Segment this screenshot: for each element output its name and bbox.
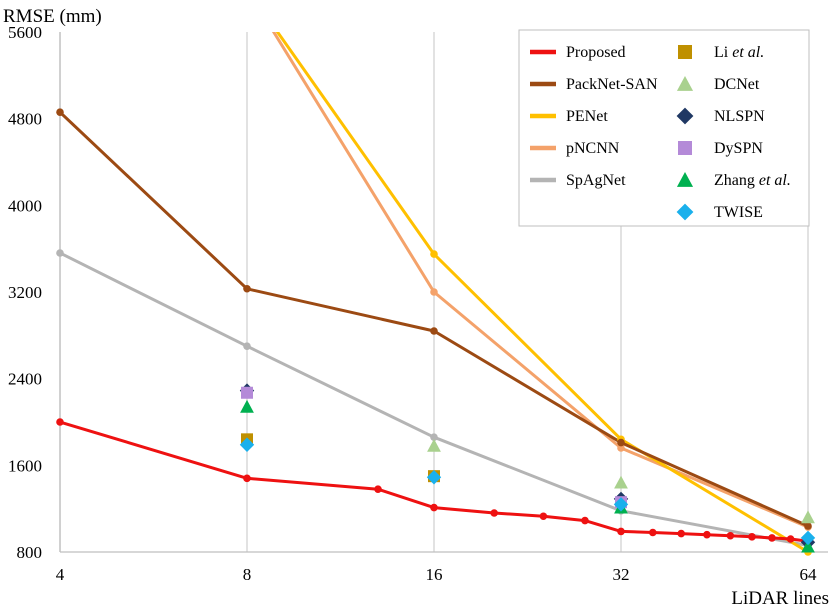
legend-label-penet: PENet xyxy=(566,108,608,125)
data-point-zhang-et-al-0 xyxy=(240,399,254,413)
data-point-twise-0 xyxy=(239,437,255,452)
data-point-proposed-13 xyxy=(768,534,776,542)
data-point-packnet-san-0 xyxy=(56,108,64,116)
legend-swatch-li-et-al xyxy=(678,45,692,59)
data-point-proposed-1 xyxy=(243,474,251,483)
legend-swatch-twise xyxy=(676,203,694,221)
legend-swatch-dyspn xyxy=(678,141,692,155)
y-tick-label-5600: 5600 xyxy=(8,23,42,42)
legend-label-dyspn: DySPN xyxy=(714,140,763,157)
data-point-twise-1 xyxy=(426,470,442,485)
x-axis-title: LiDAR lines xyxy=(731,588,829,609)
x-tick-label-4: 4 xyxy=(56,565,65,584)
data-point-packnet-san-4 xyxy=(804,522,812,530)
legend-label-proposed: Proposed xyxy=(566,44,626,61)
data-point-proposed-0 xyxy=(56,418,64,426)
data-point-dcnet-2 xyxy=(801,510,815,524)
data-point-zhang-et-al-2 xyxy=(801,539,815,553)
legend-label-li-et-al: Li et al. xyxy=(714,44,764,61)
series-line-proposed xyxy=(60,420,809,543)
series-line-penet xyxy=(275,32,809,552)
data-point-proposed-8 xyxy=(648,528,657,537)
data-point-spagnet-0 xyxy=(56,249,64,257)
legend-label-twise: TWISE xyxy=(714,204,763,221)
data-point-spagnet-1 xyxy=(243,342,251,350)
y-tick-label-1600: 1600 xyxy=(8,456,42,475)
data-point-dyspn-0 xyxy=(241,386,253,399)
legend-box xyxy=(518,29,810,227)
data-point-packnet-san-3 xyxy=(617,438,625,447)
x-tick-label-8: 8 xyxy=(243,565,252,584)
data-point-pncnn-1 xyxy=(430,288,438,296)
x-tick-label-64: 64 xyxy=(800,565,818,584)
y-axis-title: RMSE (mm) xyxy=(3,6,102,27)
data-point-packnet-san-1 xyxy=(243,284,251,293)
y-tick-label-4000: 4000 xyxy=(8,196,42,215)
data-point-spagnet-2 xyxy=(430,433,438,441)
data-point-proposed-14 xyxy=(786,535,795,543)
data-point-proposed-11 xyxy=(726,531,735,540)
legend-label-dcnet: DCNet xyxy=(714,76,760,93)
y-tick-label-4800: 4800 xyxy=(8,110,42,129)
data-point-proposed-7 xyxy=(617,527,625,536)
legend-swatch-dcnet xyxy=(676,75,694,91)
data-point-penet-1 xyxy=(430,250,438,258)
data-point-proposed-10 xyxy=(703,530,711,539)
data-point-twise-2 xyxy=(613,497,629,512)
data-point-proposed-9 xyxy=(677,529,686,538)
data-point-dcnet-0 xyxy=(427,438,441,452)
legend-swatch-zhang-et-al xyxy=(676,171,694,187)
data-point-proposed-2 xyxy=(374,485,382,493)
data-point-pncnn-2 xyxy=(617,444,625,452)
series-line-pncnn xyxy=(271,32,809,529)
legend-swatch-nlspn xyxy=(676,107,694,125)
data-point-proposed-6 xyxy=(581,516,589,525)
data-point-proposed-4 xyxy=(490,509,499,517)
data-point-packnet-san-2 xyxy=(430,327,438,335)
data-point-proposed-5 xyxy=(539,512,548,521)
legend-label-pncnn: pNCNN xyxy=(566,140,620,157)
y-tick-label-3200: 3200 xyxy=(8,283,42,302)
data-point-twise-3 xyxy=(800,530,816,546)
data-point-proposed-3 xyxy=(430,503,438,512)
x-tick-label-32: 32 xyxy=(613,565,630,584)
data-point-proposed-12 xyxy=(748,533,756,541)
y-tick-label-800: 800 xyxy=(17,543,43,562)
legend-label-packnet-san: PackNet-SAN xyxy=(566,76,658,93)
legend-label-spagnet: SpAgNet xyxy=(566,172,626,189)
y-tick-label-2400: 2400 xyxy=(8,370,42,389)
legend-label-nlspn: NLSPN xyxy=(714,108,765,125)
x-tick-label-16: 16 xyxy=(426,565,443,584)
legend-label-zhang-et-al: Zhang et al. xyxy=(714,172,791,189)
data-point-dcnet-1 xyxy=(614,475,628,489)
